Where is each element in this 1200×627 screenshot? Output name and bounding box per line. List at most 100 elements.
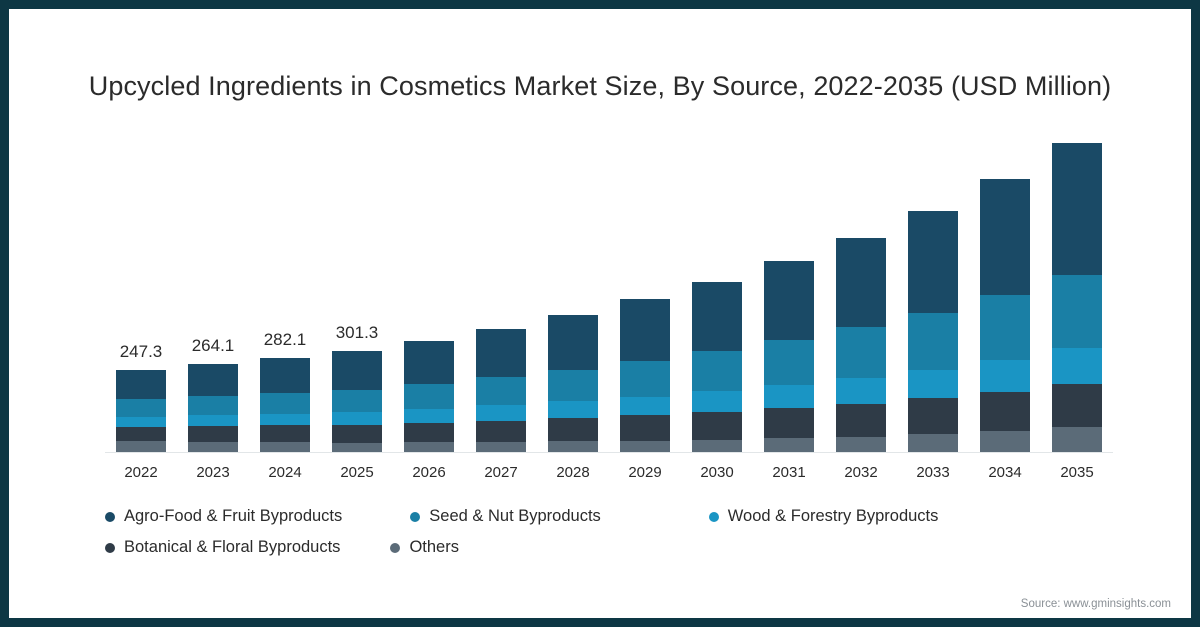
bar-segment	[620, 415, 670, 441]
legend-row: Botanical & Floral Byproducts Others	[105, 532, 1113, 563]
bar-segment	[548, 369, 598, 402]
bar-segment	[980, 295, 1030, 360]
legend-label: Botanical & Floral Byproducts	[124, 538, 341, 556]
bar-group: 264.1	[177, 119, 249, 453]
bar-segment	[980, 359, 1030, 392]
x-axis-tick-2030: 2030	[700, 464, 734, 481]
x-axis-tick-2035: 2035	[1060, 464, 1094, 481]
legend-item[interactable]: Wood & Forestry Byproducts	[708, 507, 938, 526]
bar-segment	[836, 327, 886, 378]
bar-segment	[332, 442, 382, 453]
legend-swatch-icon	[390, 542, 401, 553]
bar-value-label: 282.1	[263, 329, 307, 349]
bar-segment	[116, 441, 166, 453]
bar-segment	[764, 408, 814, 439]
bar-segment	[764, 438, 814, 453]
stacked-bar	[764, 261, 814, 453]
source-attribution: Source: www.gminsights.com	[1020, 598, 1171, 610]
x-axis-tick-2033: 2033	[916, 464, 950, 481]
bar-segment	[548, 418, 598, 442]
bar-group	[393, 119, 465, 453]
legend-swatch-icon	[105, 511, 115, 522]
x-axis-tick-2022: 2022	[124, 464, 158, 481]
bar-segment	[692, 281, 742, 352]
bar-segment	[404, 422, 454, 443]
bar-segment	[404, 408, 454, 423]
bar-segment	[332, 424, 382, 443]
bar-segment	[188, 363, 238, 397]
bar-segment	[620, 396, 670, 416]
bar-segment	[836, 436, 886, 453]
bar-segment	[764, 340, 814, 386]
bar-group	[1041, 119, 1113, 453]
bar-segment	[260, 392, 310, 414]
bar-segment	[1052, 142, 1102, 276]
bar-group	[897, 119, 969, 453]
bar-segment	[692, 412, 742, 440]
bar-segment	[908, 434, 958, 453]
x-axis-tick-2031: 2031	[772, 464, 806, 481]
bar-segment	[476, 376, 526, 406]
stacked-bar	[188, 363, 238, 453]
stacked-bar	[1052, 142, 1102, 453]
bar-segment	[476, 328, 526, 377]
stacked-bar	[476, 328, 526, 453]
stacked-bar	[332, 351, 382, 453]
bar-segment	[260, 413, 310, 426]
bar-segment	[1052, 348, 1102, 385]
legend-label: Seed & Nut Byproducts	[429, 507, 601, 525]
bar-segment	[476, 441, 526, 453]
bar-group: 282.1	[249, 119, 321, 453]
bar-segment	[116, 399, 166, 417]
bar-segment	[1052, 275, 1102, 349]
bar-segment	[332, 389, 382, 413]
bar-segment	[404, 442, 454, 453]
x-axis-tick-2023: 2023	[196, 464, 230, 481]
stacked-bar	[908, 210, 958, 453]
plot-area: 247.3 264.1 282.1 301.3	[105, 119, 1113, 453]
bar-segment	[620, 299, 670, 361]
bar-segment	[188, 396, 238, 416]
chart-canvas: Upcycled Ingredients in Cosmetics Market…	[9, 9, 1191, 618]
x-axis-tick-2025: 2025	[340, 464, 374, 481]
bar-segment	[620, 440, 670, 453]
bar-segment	[764, 261, 814, 341]
bar-group	[609, 119, 681, 453]
bar-group: 301.3	[321, 119, 393, 453]
bar-segment	[908, 312, 958, 370]
bar-value-label: 301.3	[335, 323, 379, 343]
bar-segment	[692, 439, 742, 453]
bar-value-label: 264.1	[191, 335, 235, 355]
bar-segment	[836, 377, 886, 404]
stacked-bar	[260, 357, 310, 453]
bar-segment	[980, 391, 1030, 432]
bar-segment	[692, 351, 742, 392]
bar-segment	[908, 210, 958, 313]
bar-group	[537, 119, 609, 453]
legend-label: Agro-Food & Fruit Byproducts	[124, 507, 343, 525]
stacked-bar	[116, 369, 166, 453]
legend-item[interactable]: Seed & Nut Byproducts	[410, 507, 601, 526]
x-axis-tick-2029: 2029	[628, 464, 662, 481]
bar-segment	[836, 403, 886, 437]
bar-segment	[980, 179, 1030, 296]
bar-segment	[476, 420, 526, 442]
legend-label: Others	[409, 538, 459, 556]
bar-value-label: 247.3	[119, 341, 163, 361]
bar-segment	[692, 391, 742, 413]
bar-segment	[404, 383, 454, 409]
bar-segment	[260, 357, 310, 393]
bar-segment	[332, 412, 382, 425]
stacked-bar	[620, 299, 670, 453]
bar-segment	[908, 369, 958, 399]
bar-segment	[908, 398, 958, 435]
legend-item[interactable]: Botanical & Floral Byproducts	[105, 538, 340, 557]
stacked-bar	[836, 238, 886, 453]
legend-item[interactable]: Others	[390, 538, 459, 557]
bar-segment	[188, 426, 238, 442]
legend-item[interactable]: Agro-Food & Fruit Byproducts	[105, 507, 342, 526]
x-axis-tick-2027: 2027	[484, 464, 518, 481]
bar-segment	[188, 415, 238, 427]
bar-group	[681, 119, 753, 453]
